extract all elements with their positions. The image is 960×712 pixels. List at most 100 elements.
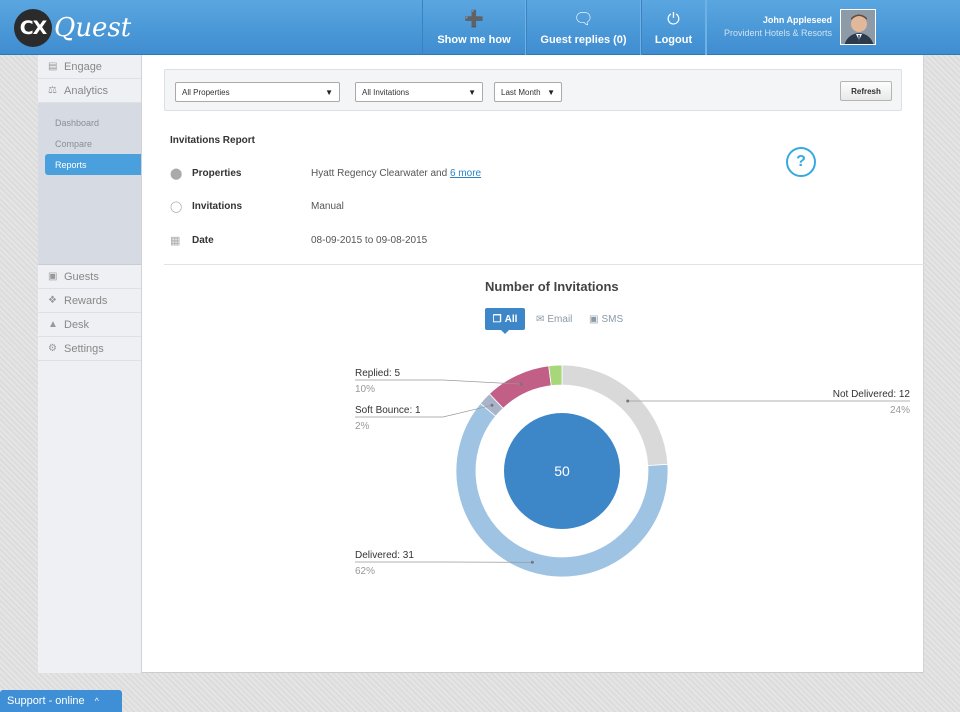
- chevron-up-icon: ^: [94, 696, 99, 706]
- tab-all[interactable]: ❐ All: [485, 308, 525, 334]
- date-value: 08-09-2015 to 09-08-2015: [311, 234, 428, 246]
- calendar-icon: ▦: [170, 234, 181, 247]
- invitations-donut-chart: 50 Not Delivered: 12 24% Delivered: 31 62% So…: [355, 364, 911, 578]
- logout-label: Logout: [654, 34, 693, 46]
- section-divider: [164, 264, 924, 265]
- engage-icon: ▤: [48, 61, 58, 72]
- sidebar-item-engage[interactable]: ▤ Engage: [38, 55, 141, 79]
- slice-percent: 2%: [355, 421, 370, 432]
- more-properties-link[interactable]: 6 more: [449, 167, 482, 179]
- analytics-subnav: Dashboard Compare Reports: [38, 103, 141, 265]
- refresh-button[interactable]: Refresh: [840, 81, 892, 101]
- sidebar-item-rewards[interactable]: ❖ Rewards: [38, 289, 141, 313]
- invitations-select[interactable]: All Invitations ▼: [355, 82, 483, 102]
- subnav-item-compare[interactable]: Compare: [55, 138, 93, 149]
- rewards-icon: ❖: [48, 295, 57, 306]
- help-icon[interactable]: ?: [786, 147, 816, 177]
- slice-percent: 24%: [890, 405, 910, 416]
- sidebar-item-desk[interactable]: ▲ Desk: [38, 313, 141, 337]
- map-pin-icon: ⬤: [170, 167, 183, 180]
- date-label: Date: [192, 234, 214, 246]
- callout-line: [355, 404, 493, 418]
- slice-percent: 62%: [355, 566, 375, 577]
- copy-icon: ❐: [492, 313, 502, 325]
- properties-select-value: All Properties: [182, 87, 230, 97]
- sidebar-item-label: Analytics: [64, 84, 109, 97]
- subnav-item-reports[interactable]: Reports: [45, 154, 141, 175]
- callout-line: [355, 379, 522, 385]
- sms-icon: ▣: [589, 313, 599, 325]
- support-chat-button[interactable]: Support - online ^: [0, 690, 122, 712]
- caret-down-icon: ▼: [547, 87, 555, 97]
- tab-email-label: Email: [547, 313, 573, 325]
- callout-dot: [490, 403, 494, 407]
- period-select[interactable]: Last Month ▼: [494, 82, 562, 102]
- donut-center: [504, 413, 620, 529]
- tab-sms-label: SMS: [601, 313, 624, 325]
- main-content: All Properties ▼ All Invitations ▼ Last …: [142, 55, 924, 673]
- logo-cx-badge: CX: [14, 9, 52, 47]
- donut-slice-delivered[interactable]: [455, 402, 669, 578]
- sidebar-item-label: Engage: [64, 60, 102, 73]
- desk-icon: ▲: [48, 319, 58, 330]
- sidebar-item-analytics[interactable]: ⚖ Analytics: [38, 79, 141, 103]
- callout-dot: [530, 560, 534, 564]
- chat-bubble-icon: 🗨: [573, 11, 594, 28]
- top-header: CX Quest ➕ Show me how 🗨 Guest replies (…: [0, 0, 960, 55]
- settings-icon: ⚙: [48, 343, 57, 354]
- period-select-value: Last Month: [501, 87, 541, 97]
- speech-bubble-icon: ◯: [170, 200, 183, 213]
- invitations-label: Invitations: [192, 200, 243, 212]
- support-label: Support - online: [7, 695, 85, 707]
- envelope-icon: ✉: [536, 313, 545, 325]
- donut-slice-replied[interactable]: [488, 365, 552, 409]
- donut-total-value: 50: [554, 463, 570, 479]
- tab-email[interactable]: ✉ Email: [536, 308, 572, 330]
- logout-button[interactable]: ⏻ Logout: [641, 0, 706, 55]
- avatar[interactable]: [840, 9, 876, 45]
- properties-select[interactable]: All Properties ▼: [175, 82, 340, 102]
- guest-replies-button[interactable]: 🗨 Guest replies (0): [526, 0, 641, 55]
- properties-value: Hyatt Regency Clearwater and 6 more: [311, 167, 482, 179]
- callout-dot: [626, 399, 630, 403]
- sidebar-item-label: Rewards: [64, 294, 108, 307]
- avatar-portrait-icon: [841, 10, 875, 44]
- show-me-how-label: Show me how: [437, 34, 511, 46]
- subnav-item-dashboard[interactable]: Dashboard: [55, 117, 100, 128]
- invitations-select-value: All Invitations: [362, 87, 410, 97]
- slice-label: Delivered: 31: [355, 550, 414, 561]
- caret-down-icon: ▼: [468, 87, 476, 97]
- logo-quest-text: Quest: [54, 13, 132, 43]
- user-org: Provident Hotels & Resorts: [723, 28, 832, 38]
- donut-slice-other[interactable]: [548, 364, 563, 387]
- user-menu[interactable]: John Appleseed Provident Hotels & Resort…: [706, 0, 960, 55]
- caret-down-icon: ▼: [325, 87, 333, 97]
- logo[interactable]: CX Quest: [14, 9, 132, 47]
- analytics-icon: ⚖: [48, 85, 57, 96]
- sidebar: ▤ Engage ⚖ Analytics Dashboard Compare R…: [38, 55, 142, 673]
- chart-title: Number of Invitations: [485, 279, 619, 294]
- tab-sms[interactable]: ▣ SMS: [589, 308, 623, 330]
- tab-all-label: All: [504, 313, 518, 325]
- guest-replies-label: Guest replies (0): [540, 34, 627, 46]
- help-box-icon: ➕: [464, 11, 484, 28]
- properties-row: ⬤ Properties Hyatt Regency Clearwater an…: [170, 165, 481, 181]
- sidebar-item-label: Guests: [64, 270, 99, 283]
- callout-dot: [519, 382, 523, 386]
- show-me-how-button[interactable]: ➕ Show me how: [422, 0, 526, 55]
- sidebar-item-label: Settings: [64, 342, 104, 355]
- invitations-row: ◯ Invitations Manual: [170, 198, 344, 214]
- guests-icon: ▣: [48, 271, 58, 282]
- power-icon: ⏻: [667, 11, 680, 28]
- slice-label: Not Delivered: 12: [833, 389, 911, 400]
- filter-bar: All Properties ▼ All Invitations ▼ Last …: [164, 69, 902, 111]
- slice-label: Soft Bounce: 1: [355, 405, 421, 416]
- properties-label: Properties: [192, 167, 242, 179]
- sidebar-item-settings[interactable]: ⚙ Settings: [38, 337, 141, 361]
- sidebar-item-guests[interactable]: ▣ Guests: [38, 265, 141, 289]
- report-title: Invitations Report: [170, 135, 256, 146]
- invitations-value: Manual: [311, 200, 344, 212]
- slice-label: Replied: 5: [355, 368, 400, 379]
- slice-percent: 10%: [355, 384, 375, 395]
- sidebar-item-label: Desk: [64, 318, 90, 331]
